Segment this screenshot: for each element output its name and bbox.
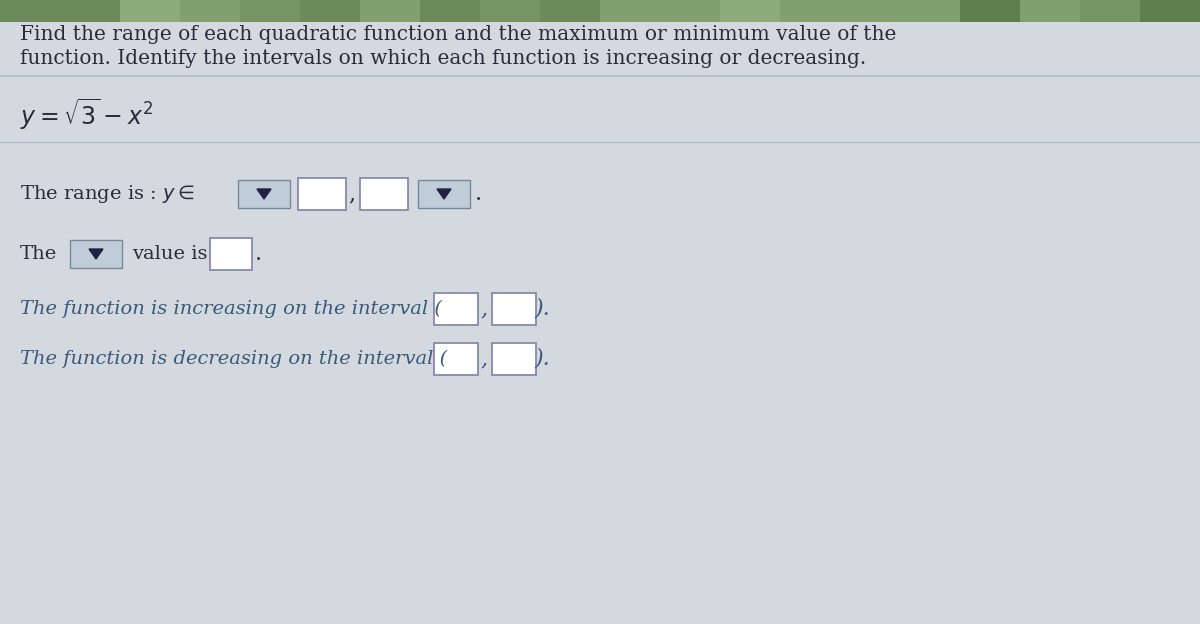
Bar <box>600 0 660 22</box>
Bar <box>780 0 840 22</box>
Bar <box>70 240 122 268</box>
Text: .: . <box>254 243 262 265</box>
Bar <box>480 0 540 22</box>
Bar <box>492 343 536 375</box>
Bar <box>180 0 240 22</box>
Bar <box>1020 0 1080 22</box>
Text: ,: , <box>348 183 355 205</box>
Bar <box>298 178 346 210</box>
Bar <box>960 0 1020 22</box>
Text: The function is increasing on the interval (: The function is increasing on the interv… <box>20 300 442 318</box>
Bar <box>300 0 360 22</box>
Text: The range is : $y\in$: The range is : $y\in$ <box>20 183 194 205</box>
Bar <box>238 180 290 208</box>
Text: The: The <box>20 245 58 263</box>
Text: ).: ). <box>534 298 550 320</box>
Text: ,: , <box>480 348 487 370</box>
Text: function. Identify the intervals on which each function is increasing or decreas: function. Identify the intervals on whic… <box>20 49 866 69</box>
Bar <box>210 238 252 270</box>
Bar <box>0 0 1200 22</box>
Text: .: . <box>474 183 481 205</box>
Text: ,: , <box>480 298 487 320</box>
Bar <box>900 0 960 22</box>
Bar <box>434 343 478 375</box>
Bar <box>0 0 60 22</box>
Bar <box>360 178 408 210</box>
Text: The function is decreasing on the interval (: The function is decreasing on the interv… <box>20 350 448 368</box>
Polygon shape <box>89 249 103 259</box>
Bar <box>240 0 300 22</box>
Bar <box>360 0 420 22</box>
Polygon shape <box>437 189 451 199</box>
Bar <box>492 293 536 325</box>
Bar <box>1140 0 1200 22</box>
Text: $y = \sqrt{3} - x^2$: $y = \sqrt{3} - x^2$ <box>20 96 154 132</box>
Bar <box>840 0 900 22</box>
Text: value is: value is <box>132 245 208 263</box>
Bar <box>660 0 720 22</box>
Bar <box>540 0 600 22</box>
Bar <box>120 0 180 22</box>
Bar <box>60 0 120 22</box>
Polygon shape <box>257 189 271 199</box>
Text: Find the range of each quadratic function and the maximum or minimum value of th: Find the range of each quadratic functio… <box>20 24 896 44</box>
Text: ).: ). <box>534 348 550 370</box>
Bar <box>434 293 478 325</box>
Bar <box>418 180 470 208</box>
Bar <box>420 0 480 22</box>
Bar <box>720 0 780 22</box>
Bar <box>1080 0 1140 22</box>
